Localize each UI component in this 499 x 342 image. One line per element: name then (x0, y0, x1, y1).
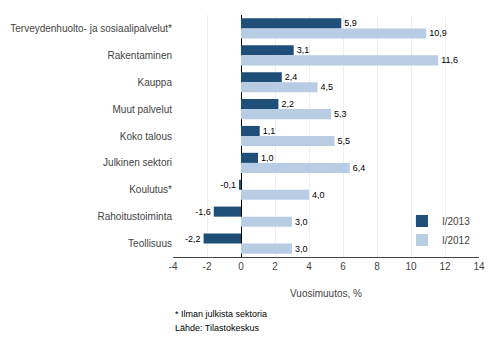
svg-text:-2,2: -2,2 (185, 234, 201, 244)
svg-text:Koulutus*: Koulutus* (129, 184, 172, 195)
svg-text:4,0: 4,0 (312, 190, 325, 200)
svg-text:5,5: 5,5 (338, 136, 351, 146)
svg-text:12: 12 (439, 261, 451, 272)
svg-text:Julkinen sektori: Julkinen sektori (103, 157, 172, 168)
svg-text:3,0: 3,0 (295, 217, 308, 227)
svg-text:14: 14 (473, 261, 485, 272)
svg-text:2: 2 (272, 261, 278, 272)
svg-text:6: 6 (340, 261, 346, 272)
svg-text:5,9: 5,9 (344, 18, 357, 28)
svg-text:Rahoitustoiminta: Rahoitustoiminta (98, 211, 173, 222)
svg-text:5,3: 5,3 (334, 109, 347, 119)
svg-text:2,2: 2,2 (281, 99, 294, 109)
svg-text:8: 8 (374, 261, 380, 272)
svg-text:1,0: 1,0 (261, 153, 274, 163)
svg-text:11,6: 11,6 (441, 55, 458, 65)
svg-text:Muut palvelut: Muut palvelut (113, 104, 173, 115)
svg-text:1,1: 1,1 (263, 126, 276, 136)
svg-text:4,5: 4,5 (321, 82, 334, 92)
svg-text:I/2012: I/2012 (442, 235, 470, 246)
svg-text:3,1: 3,1 (297, 45, 310, 55)
svg-text:Kauppa: Kauppa (138, 77, 173, 88)
svg-text:6,4: 6,4 (353, 163, 366, 173)
svg-text:0: 0 (238, 261, 244, 272)
svg-text:-4: -4 (169, 261, 178, 272)
svg-text:4: 4 (306, 261, 312, 272)
svg-text:Rakentaminen: Rakentaminen (108, 50, 172, 61)
svg-text:Terveydenhuolto- ja sosiaalipa: Terveydenhuolto- ja sosiaalipalvelut* (10, 23, 172, 34)
svg-text:* Ilman julkista sektoria: * Ilman julkista sektoria (175, 309, 267, 319)
svg-text:Vuosimuutos, %: Vuosimuutos, % (290, 288, 362, 299)
svg-text:Lähde: Tilastokeskus: Lähde: Tilastokeskus (175, 323, 260, 333)
svg-text:2,4: 2,4 (285, 72, 298, 82)
svg-text:Koko talous: Koko talous (120, 131, 172, 142)
svg-text:-1,6: -1,6 (195, 207, 211, 217)
svg-text:I/2013: I/2013 (442, 216, 470, 227)
svg-text:10,9: 10,9 (429, 28, 447, 38)
svg-text:-2: -2 (203, 261, 212, 272)
svg-text:10: 10 (405, 261, 417, 272)
svg-text:-0,1: -0,1 (220, 180, 236, 190)
svg-text:3,0: 3,0 (295, 244, 308, 254)
svg-text:Teollisuus: Teollisuus (128, 238, 172, 249)
